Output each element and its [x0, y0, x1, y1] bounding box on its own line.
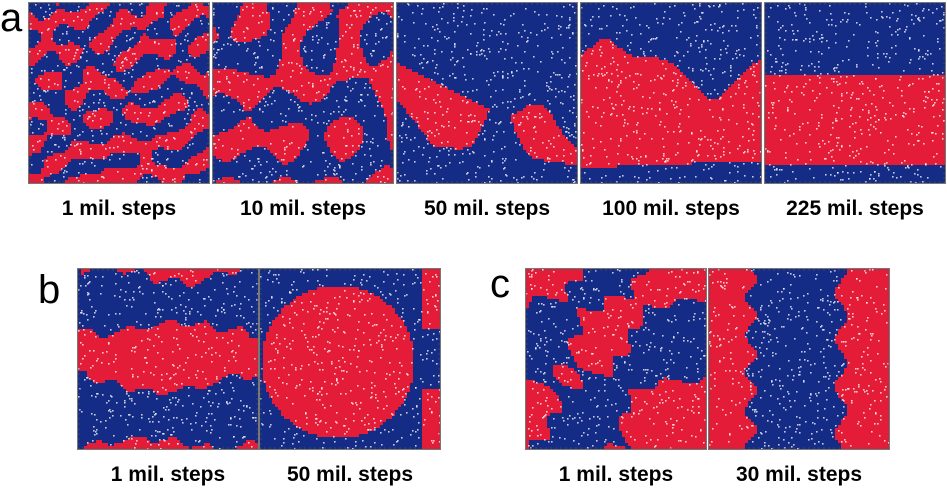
- caption-a-4: 100 mil. steps: [602, 197, 740, 220]
- lattice-b-2: [260, 269, 440, 449]
- snapshot-a-4: [580, 2, 762, 184]
- snapshot-a-3: [396, 2, 578, 184]
- lattice-c-2: [709, 269, 889, 449]
- panel-label-b: b: [38, 268, 61, 312]
- snapshot-b-1: [77, 268, 259, 450]
- caption-a-5: 225 mil. steps: [786, 197, 924, 220]
- lattice-a-1: [29, 3, 209, 183]
- lattice-a-2: [213, 3, 393, 183]
- caption-c-1: 1 mil. steps: [558, 463, 674, 486]
- panel-label-a: a: [0, 0, 23, 40]
- caption-a-3: 50 mil. steps: [423, 197, 551, 220]
- snapshot-b-2: [259, 268, 441, 450]
- snapshot-c-1: [525, 268, 707, 450]
- panel-label-c: c: [490, 262, 510, 306]
- caption-b-2: 50 mil. steps: [286, 463, 414, 486]
- lattice-b-1: [78, 269, 258, 449]
- caption-c-2: 30 mil. steps: [735, 463, 863, 486]
- caption-a-1: 1 mil. steps: [61, 197, 177, 220]
- caption-a-2: 10 mil. steps: [239, 197, 367, 220]
- snapshot-a-5: [764, 2, 946, 184]
- lattice-c-1: [526, 269, 706, 449]
- snapshot-a-1: [28, 2, 210, 184]
- lattice-a-5: [765, 3, 945, 183]
- snapshot-c-2: [708, 268, 890, 450]
- caption-b-1: 1 mil. steps: [110, 463, 226, 486]
- lattice-a-4: [581, 3, 761, 183]
- lattice-a-3: [397, 3, 577, 183]
- snapshot-a-2: [212, 2, 394, 184]
